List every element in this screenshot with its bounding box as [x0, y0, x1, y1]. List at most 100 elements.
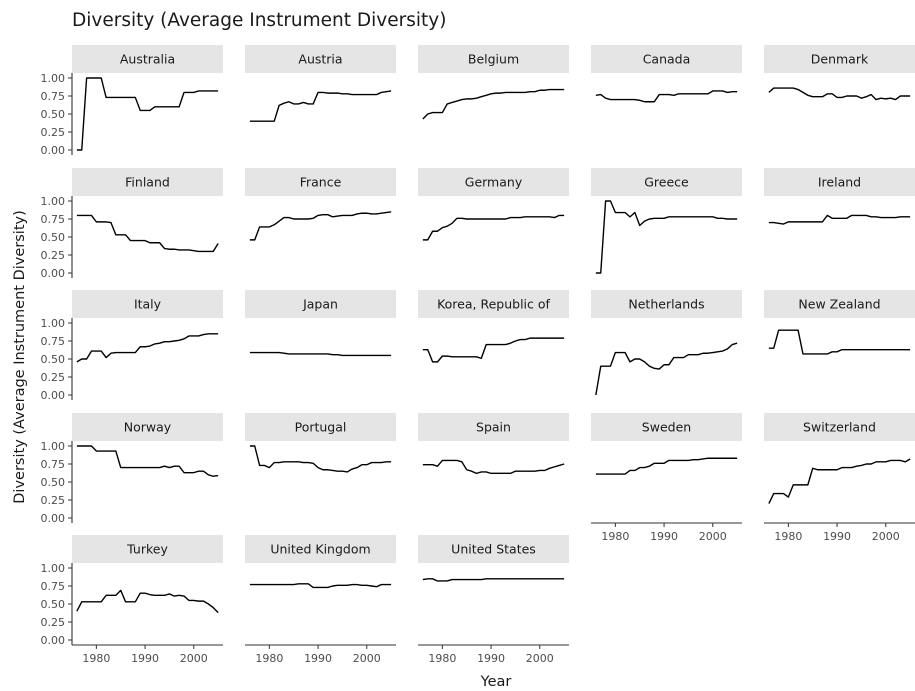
strip-new-zealand	[764, 290, 915, 318]
series-line-united-kingdom	[249, 583, 392, 589]
y-tick-label: 0.50	[41, 476, 66, 489]
panel-denmark: Denmark	[764, 45, 915, 101]
strip-label-ireland: Ireland	[818, 175, 861, 190]
y-tick-label: 1.00	[41, 562, 66, 575]
x-tick-label: 1980	[601, 530, 629, 543]
strip-label-korea-republic-of: Korea, Republic of	[437, 297, 550, 312]
y-tick-label: 1.00	[41, 440, 66, 453]
x-tick-label: 2000	[699, 530, 727, 543]
series-line-austria	[249, 90, 392, 122]
strip-united-kingdom	[245, 535, 396, 563]
series-line-spain	[422, 459, 565, 475]
strip-korea-republic-of	[418, 290, 569, 318]
strip-label-italy: Italy	[134, 297, 162, 312]
y-tick-label: 0.50	[41, 108, 66, 121]
series-line-canada	[595, 90, 738, 103]
strip-label-belgium: Belgium	[468, 52, 519, 67]
series-line-netherlands	[595, 342, 738, 396]
series-line-portugal	[249, 445, 392, 473]
series-line-turkey	[76, 589, 219, 614]
strip-label-norway: Norway	[124, 420, 172, 435]
strip-finland	[72, 168, 223, 196]
strip-germany	[418, 168, 569, 196]
panel-korea-republic-of: Korea, Republic of	[418, 290, 569, 363]
y-tick-label: 0.25	[41, 371, 66, 384]
y-tick-label: 0.25	[41, 616, 66, 629]
y-tick-label: 0.50	[41, 353, 66, 366]
y-tick-label: 0.00	[41, 267, 66, 280]
y-tick-label: 1.00	[41, 317, 66, 330]
y-tick-label: 0.75	[41, 213, 66, 226]
panel-new-zealand: New Zealand	[764, 290, 915, 355]
strip-label-greece: Greece	[644, 175, 689, 190]
strip-canada	[591, 45, 742, 73]
y-tick-label: 1.00	[41, 72, 66, 85]
strip-label-germany: Germany	[465, 175, 523, 190]
panel-japan: Japan	[245, 290, 396, 357]
series-line-greece	[595, 200, 738, 274]
x-tick-label: 1990	[823, 530, 851, 543]
y-tick-label: 0.75	[41, 580, 66, 593]
strip-austria	[245, 45, 396, 73]
strip-label-new-zealand: New Zealand	[798, 297, 880, 312]
series-line-belgium	[422, 88, 565, 120]
strip-label-france: France	[300, 175, 342, 190]
y-axis-title: Diversity (Average Instrument Diversity)	[12, 210, 28, 503]
x-tick-label: 1980	[82, 652, 110, 665]
panel-belgium: Belgium	[418, 45, 569, 120]
panel-sweden: Sweden 1980 1990 2000	[591, 413, 742, 543]
y-tick-label: 0.75	[41, 90, 66, 103]
y-tick-label: 0.75	[41, 335, 66, 348]
panel-germany: Germany	[418, 168, 569, 241]
strip-france	[245, 168, 396, 196]
strip-denmark	[764, 45, 915, 73]
series-line-denmark	[768, 87, 911, 101]
strip-label-united-states: United States	[451, 542, 536, 557]
series-line-japan	[249, 351, 392, 357]
panel-spain: Spain	[418, 413, 569, 475]
panel-france: France	[245, 168, 396, 241]
x-tick-label: 1990	[304, 652, 332, 665]
series-line-united-states	[422, 578, 565, 582]
panel-switzerland: Switzerland 1980 1990 2000	[764, 413, 915, 543]
panel-united-states: United States 1980 1990 2000	[418, 535, 569, 665]
panel-greece: Greece	[591, 168, 742, 274]
panel-austria: Austria	[245, 45, 396, 122]
panel-netherlands: Netherlands	[591, 290, 742, 396]
strip-label-australia: Australia	[120, 52, 175, 67]
panel-italy: Italy 0.00 0.25 0.50 0.75 1.00	[41, 290, 223, 402]
strip-united-states	[418, 535, 569, 563]
chart-title: Diversity (Average Instrument Diversity)	[72, 10, 446, 31]
x-tick-label: 2000	[180, 652, 208, 665]
x-tick-label: 1980	[774, 530, 802, 543]
y-tick-label: 0.75	[41, 458, 66, 471]
panel-turkey: Turkey 0.00 0.25 0.50 0.75 1.00 1980 1990 2000	[41, 535, 223, 665]
y-tick-label: 0.00	[41, 389, 66, 402]
y-tick-label: 0.25	[41, 126, 66, 139]
strip-japan	[245, 290, 396, 318]
series-line-sweden	[595, 457, 738, 475]
strip-norway	[72, 413, 223, 441]
strip-italy	[72, 290, 223, 318]
strip-turkey	[72, 535, 223, 563]
strip-label-turkey: Turkey	[126, 542, 168, 557]
series-line-australia	[76, 77, 219, 151]
y-tick-label: 0.25	[41, 494, 66, 507]
series-line-switzerland	[768, 458, 911, 504]
strip-belgium	[418, 45, 569, 73]
strip-ireland	[764, 168, 915, 196]
x-axis-title: Year	[480, 674, 512, 690]
x-tick-label: 2000	[353, 652, 381, 665]
strip-label-canada: Canada	[643, 52, 691, 67]
y-tick-label: 0.25	[41, 249, 66, 262]
y-tick-label: 1.00	[41, 195, 66, 208]
panel-ireland: Ireland	[764, 168, 915, 225]
panel-canada: Canada	[591, 45, 742, 103]
x-tick-label: 1990	[131, 652, 159, 665]
strip-label-finland: Finland	[125, 175, 170, 190]
strip-label-spain: Spain	[476, 420, 511, 435]
y-tick-label: 0.00	[41, 144, 66, 157]
panel-finland: Finland 0.00 0.25 0.50 0.75 1.00	[41, 168, 223, 280]
strip-label-sweden: Sweden	[642, 420, 691, 435]
